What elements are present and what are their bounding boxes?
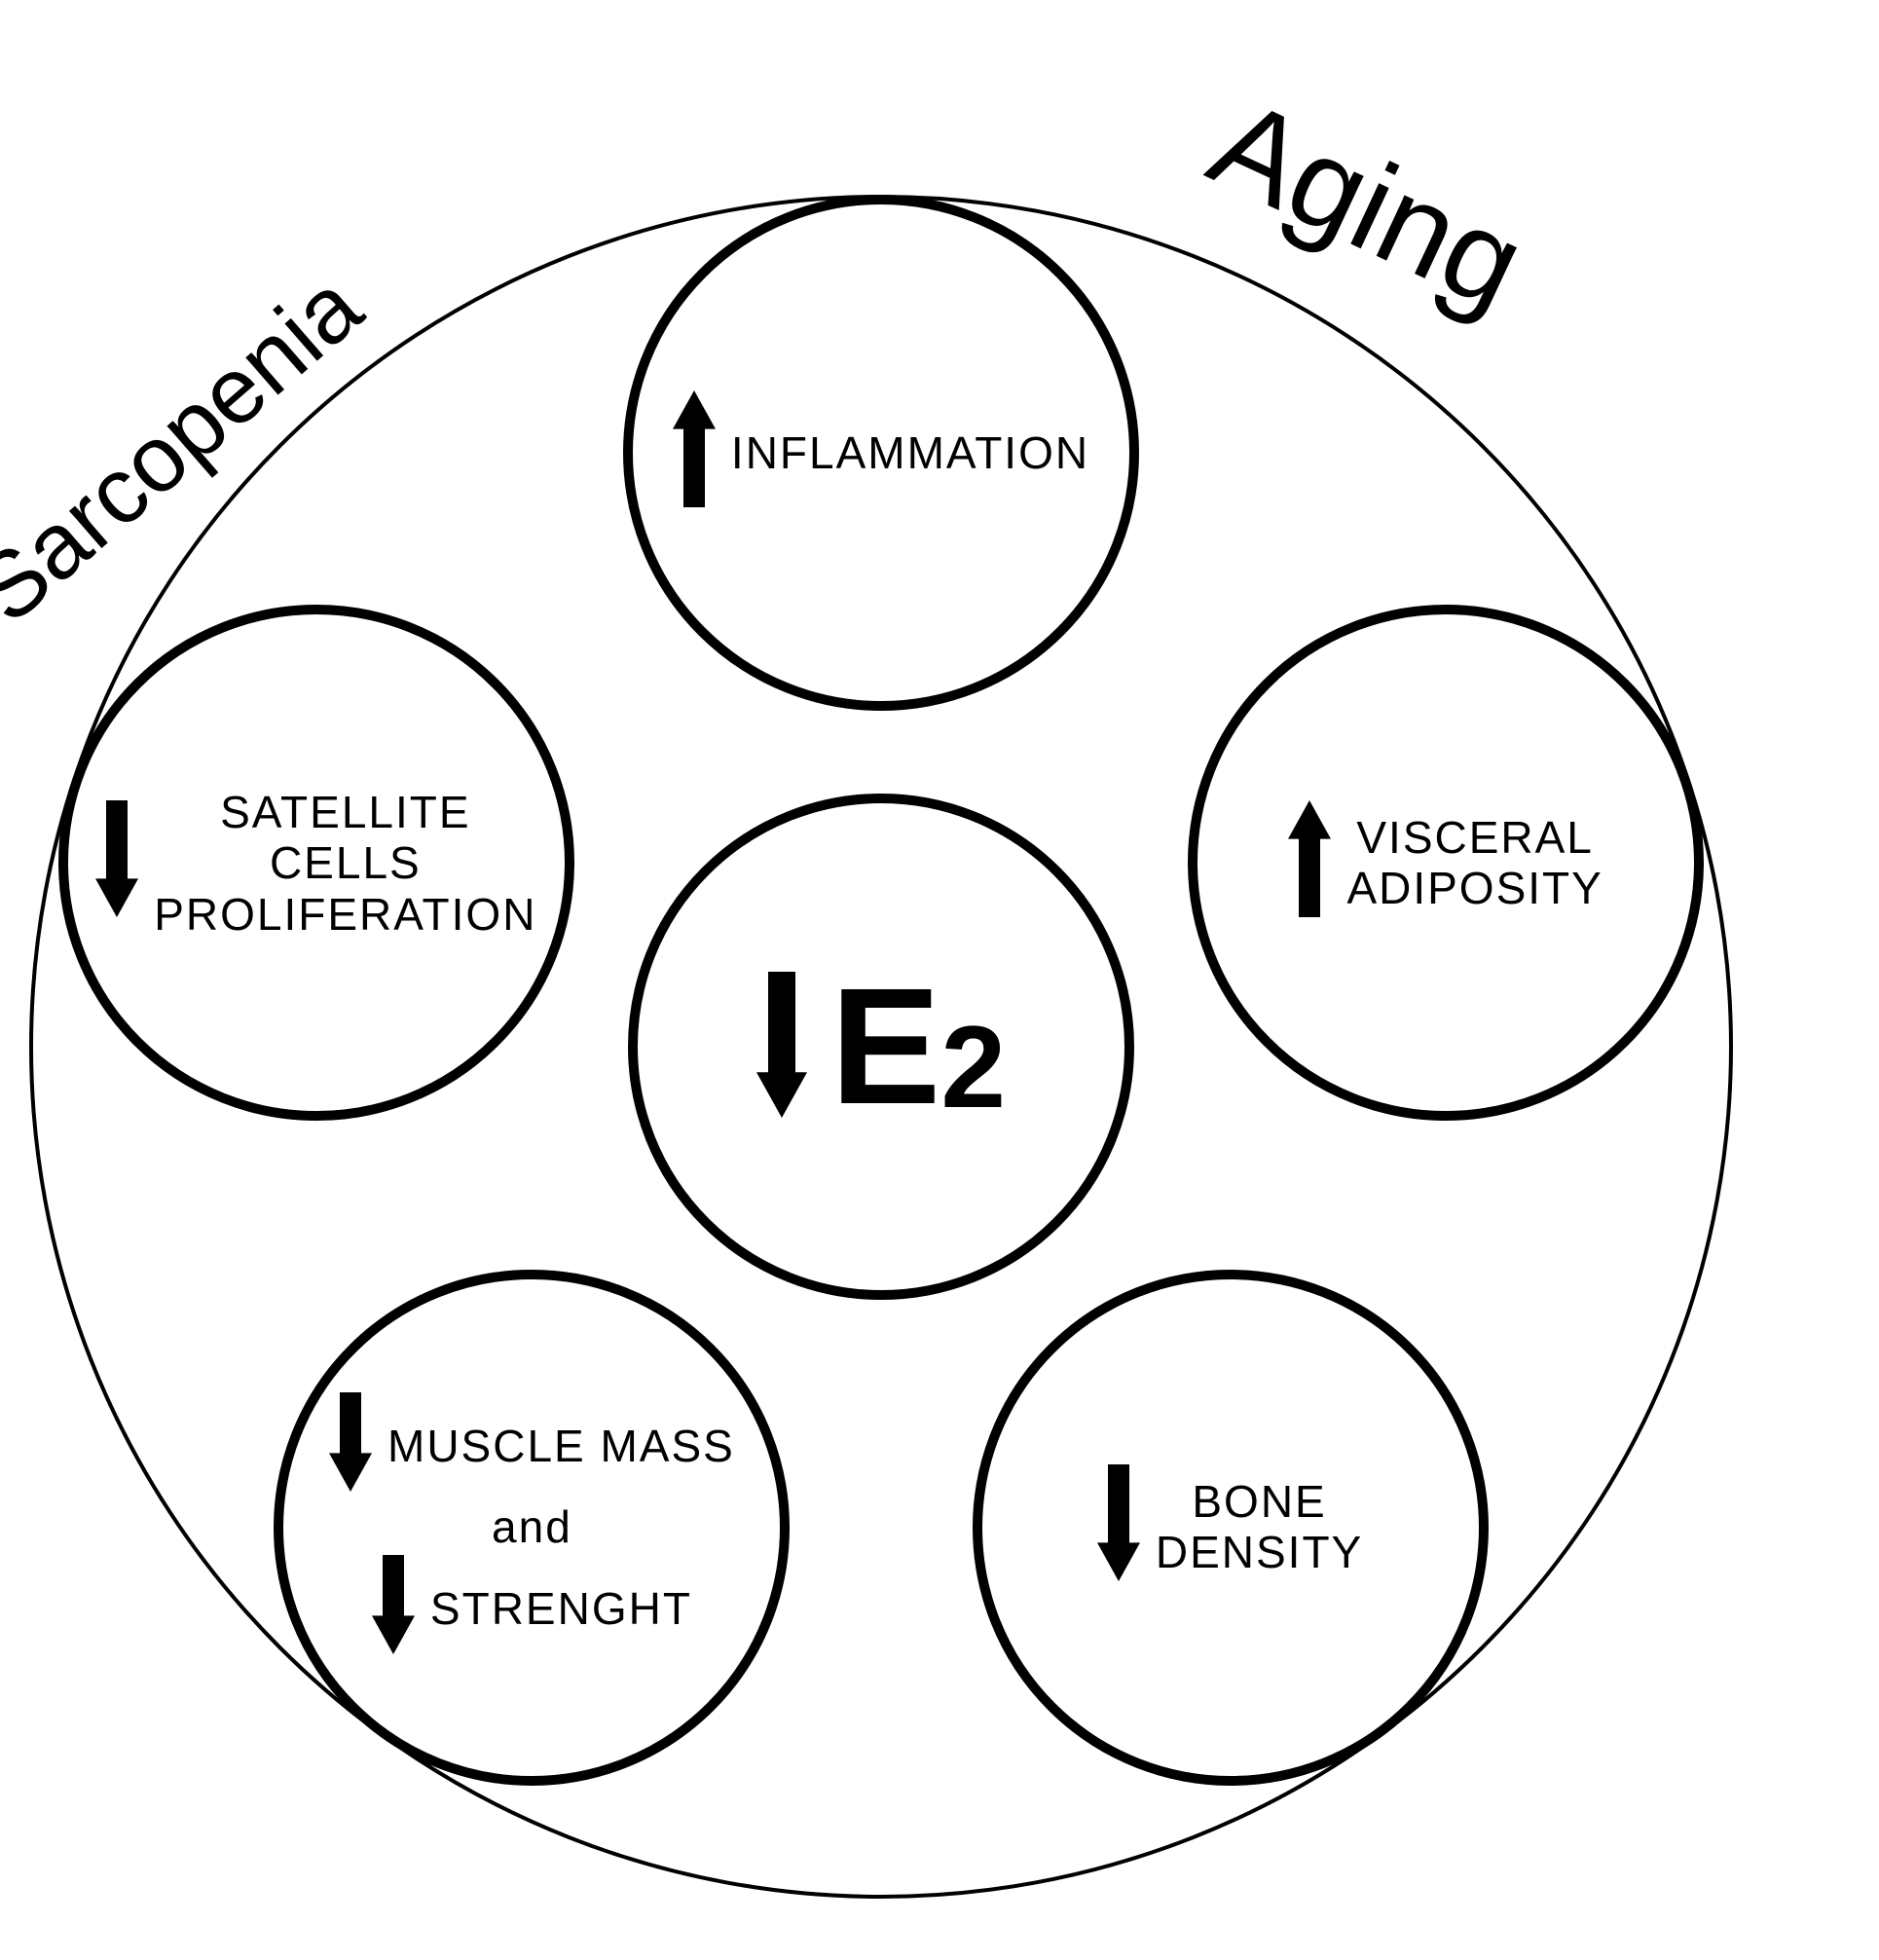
node-muscle-mass-strength: MUSCLE MASS and STRENGHT [274, 1270, 790, 1786]
center-label: E2 [830, 960, 1006, 1134]
node-text: ADIPOSITY [1346, 865, 1603, 911]
arrow-down-icon [329, 1392, 372, 1499]
node-visceral-adiposity: VISCERAL ADIPOSITY [1188, 605, 1704, 1121]
node-bone-density: BONE DENSITY [973, 1270, 1489, 1786]
arrow-up-icon [1288, 800, 1331, 925]
node-text: MUSCLE MASS [387, 1423, 735, 1469]
diagram-canvas: Sarcopenia Aging E2 INFLAMMATION VISCERA… [0, 0, 1879, 1960]
arrow-down-icon [372, 1555, 415, 1662]
arrow-down-icon [95, 800, 138, 925]
node-text: and [492, 1503, 572, 1550]
node-text: CELLS [270, 839, 422, 886]
node-inflammation: INFLAMMATION [623, 195, 1139, 711]
node-text: STRENGHT [430, 1585, 692, 1632]
arrow-down-icon [756, 972, 807, 1123]
center-node-e2: E2 [628, 794, 1134, 1300]
node-text: VISCERAL [1356, 814, 1594, 861]
node-text: DENSITY [1156, 1529, 1363, 1575]
node-text: PROLIFERATION [154, 891, 536, 938]
node-text: SATELLITE [220, 789, 470, 835]
node-satellite-cells: SATELLITE CELLS PROLIFERATION [58, 605, 574, 1121]
center-label-main: E [830, 954, 940, 1139]
arrow-up-icon [673, 390, 716, 515]
node-text: INFLAMMATION [731, 429, 1089, 476]
center-label-sub: 2 [940, 1002, 1006, 1132]
node-text: BONE [1192, 1478, 1326, 1525]
arrow-down-icon [1097, 1464, 1140, 1589]
